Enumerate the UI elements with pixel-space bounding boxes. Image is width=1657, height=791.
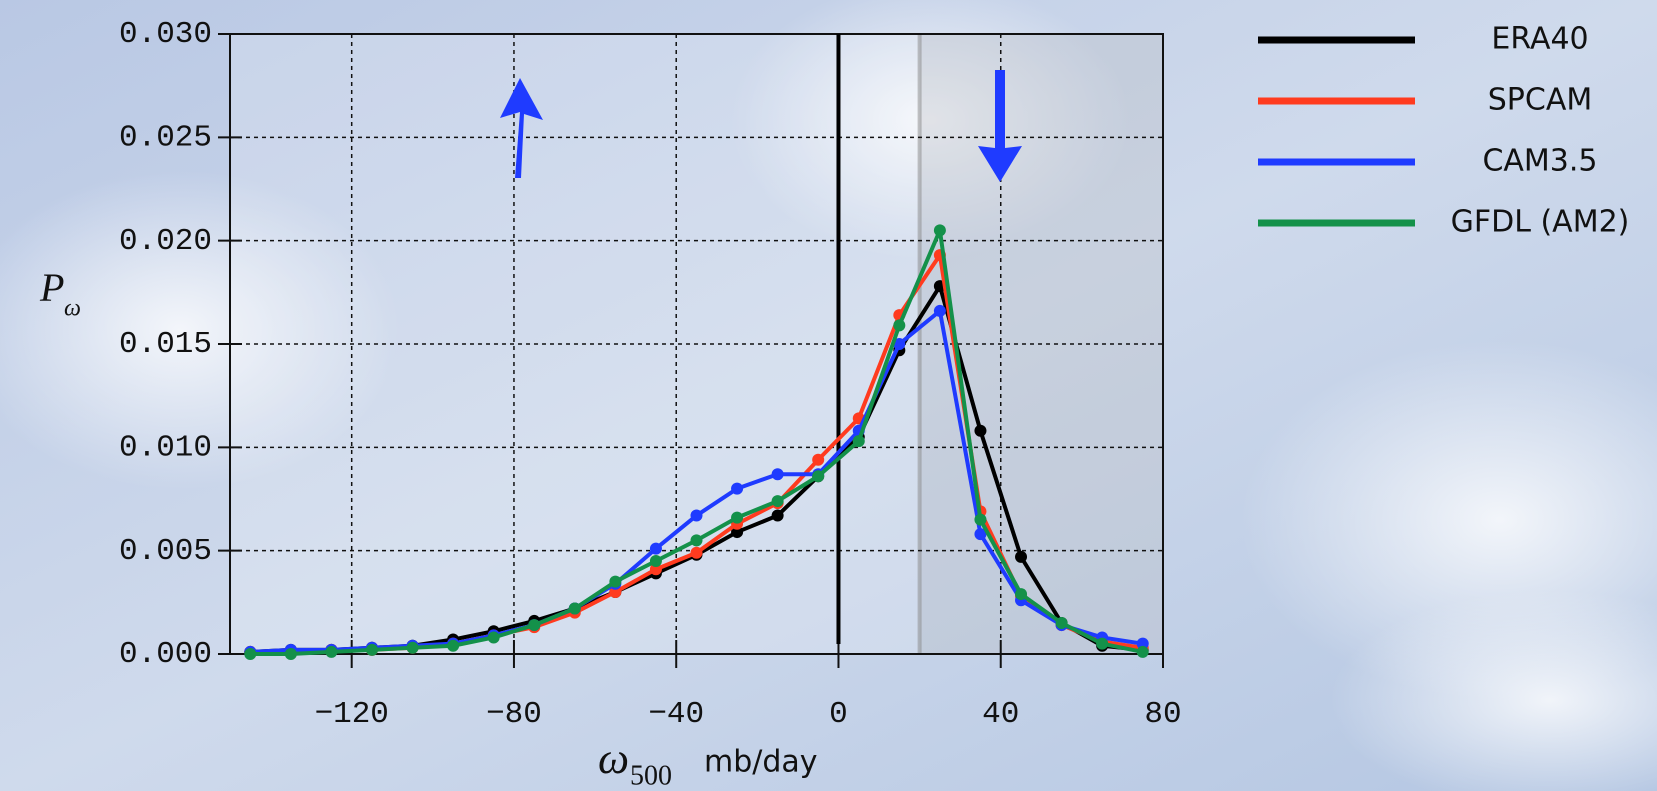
data-point [244,648,257,660]
x-tick-label: 0 [829,697,848,732]
data-point [731,526,744,539]
data-point [690,534,703,547]
x-tick-label: −40 [648,697,704,732]
legend-label: SPCAM [1488,83,1593,118]
y-tick-label: 0.000 [119,637,212,672]
y-tick-label: 0.015 [119,327,212,362]
y-axis-label-sub: ω [64,296,81,322]
data-point [365,643,378,656]
data-point [771,509,784,522]
data-point [325,645,338,658]
y-tick-label: 0.005 [119,534,212,569]
x-tick-label: −80 [486,697,542,732]
y-axis-label: P [39,265,64,310]
data-point [731,511,744,524]
y-tick-label: 0.010 [119,431,212,466]
down-arrow [978,70,1022,182]
data-point [487,631,500,644]
x-axis-label-sub: 500 [630,760,672,791]
data-point [933,224,946,237]
legend-label: ERA40 [1491,22,1588,57]
y-tick-label: 0.030 [119,17,212,52]
x-tick-label: −120 [314,697,388,732]
up-arrow [500,78,543,178]
data-point [649,555,662,567]
data-point [893,319,906,332]
x-tick-label: 80 [1144,697,1181,732]
data-point [852,435,865,448]
y-tick-label: 0.025 [119,121,212,156]
data-point [284,648,297,660]
data-point [447,639,460,652]
data-point [1055,617,1068,629]
data-point [406,641,419,654]
x-axis-label: ω [598,734,629,783]
data-point [1136,637,1149,650]
data-point [812,453,825,466]
data-point [609,575,622,588]
y-tick-label: 0.020 [119,224,212,259]
data-point [974,513,987,526]
data-point [1136,645,1149,658]
cloud [730,0,1130,260]
data-point [731,482,744,495]
data-point [568,602,581,615]
data-point [649,542,662,555]
data-point [690,509,703,522]
x-tick-label: 40 [982,697,1019,732]
plot: 0.000 0.005 0.010 0.015 0.020 0.025 0.030 −120 −… [119,17,1182,732]
legend-label: CAM3.5 [1482,144,1597,179]
data-point [1015,550,1028,563]
data-point [771,495,784,508]
data-point [649,563,662,576]
data-point [690,546,703,559]
data-point [1015,588,1028,601]
data-point [771,468,784,481]
data-point [974,528,987,541]
data-point [1096,637,1109,650]
legend-label: GFDL (AM2) [1451,205,1630,240]
cloud [0,170,400,490]
data-point [974,424,987,437]
data-point [528,619,541,632]
data-point [609,586,622,598]
data-point [893,338,906,350]
cloud [1330,590,1657,791]
data-point [933,304,946,317]
x-axis-unit: mb/day [704,745,818,780]
plot-frame [229,33,1164,655]
data-point [812,470,825,483]
